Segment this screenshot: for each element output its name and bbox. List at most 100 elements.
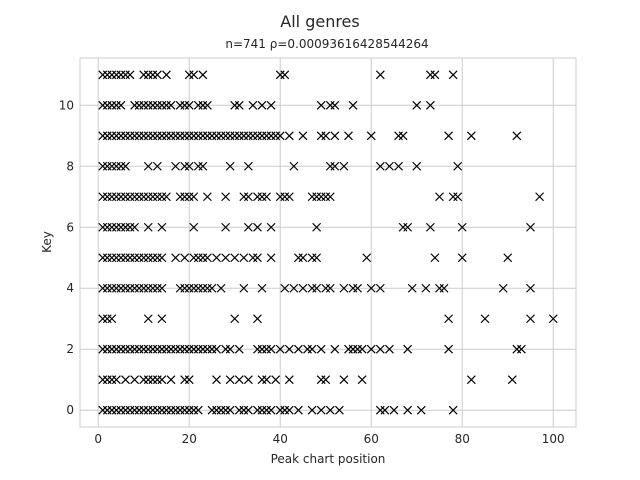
data-point [466,375,476,385]
data-point [307,344,317,354]
data-point [339,375,349,385]
data-point [221,222,231,232]
data-point [107,314,117,324]
data-point [289,283,299,293]
data-point [262,375,271,385]
x-tick-label: 80 [455,432,470,446]
data-point [266,222,276,232]
data-point [121,375,130,385]
data-point [189,192,199,202]
data-point [453,161,463,171]
data-point [243,222,253,232]
y-tick-label: 8 [66,159,74,173]
y-tick-label: 6 [66,220,74,234]
data-point [280,283,290,293]
x-tick-label: 0 [94,432,102,446]
data-point [293,405,303,415]
data-point [257,100,267,110]
data-point [312,253,322,263]
data-point [130,375,140,385]
data-point [225,161,235,171]
data-point [526,314,535,324]
tick-labels: 0 20 40 60 80 100 0 2 4 6 8 10 [59,98,565,446]
data-point [284,405,294,415]
data-point [316,344,326,354]
data-point [266,253,276,263]
data-point [157,283,167,293]
data-point [157,222,167,232]
data-point [189,222,199,232]
chart-title: All genres [280,12,359,31]
data-point [425,100,435,110]
data-point [243,161,253,171]
data-point [184,161,194,171]
data-point [444,314,454,324]
data-point [212,375,221,385]
data-point [412,100,422,110]
data-point [225,375,235,385]
data-point [152,70,162,80]
y-tick-label: 4 [66,281,74,295]
data-point [516,344,526,354]
data-point [375,283,385,293]
data-point [375,70,385,80]
data-point [121,161,130,171]
data-point [243,375,253,385]
data-point [407,283,417,293]
data-point [334,405,344,415]
data-point [357,375,367,385]
data-point [366,344,376,354]
data-point [230,314,240,324]
data-point [202,253,212,263]
data-point [225,344,235,354]
data-point [207,283,217,293]
data-point [239,283,249,293]
data-point [293,344,303,354]
data-point [221,253,231,263]
data-point [430,253,440,263]
data-point [403,405,413,415]
data-point [348,100,358,110]
data-point [548,314,558,324]
data-point [344,131,353,141]
data-point [448,70,458,80]
data-point [339,161,349,171]
data-point [143,314,153,324]
x-tick-label: 60 [364,432,379,446]
data-point [435,192,444,202]
data-point [330,100,340,110]
data-point [339,283,349,293]
data-point [321,131,331,141]
data-point [266,344,276,354]
data-point [234,100,244,110]
y-axis-label: Key [40,231,54,253]
data-point [184,100,194,110]
data-point [125,70,135,80]
data-point [266,100,276,110]
data-point [193,405,203,415]
data-point [375,344,385,354]
data-point [221,192,231,202]
data-point [253,222,262,232]
data-point [198,70,208,80]
data-point [425,222,435,232]
data-point [116,100,126,110]
y-tick-label: 10 [59,98,74,112]
data-point [507,375,517,385]
data-point [503,253,513,263]
data-point [275,344,285,354]
data-point [202,192,212,202]
data-point [316,405,326,415]
data-point [253,253,262,263]
data-point [444,131,454,141]
data-point [189,70,199,80]
x-tick-label: 20 [182,432,197,446]
data-point [212,344,221,354]
x-tick-label: 40 [273,432,288,446]
data-point [289,161,299,171]
data-point [385,161,394,171]
data-point [143,161,153,171]
data-point [325,192,335,202]
data-point [111,375,121,385]
